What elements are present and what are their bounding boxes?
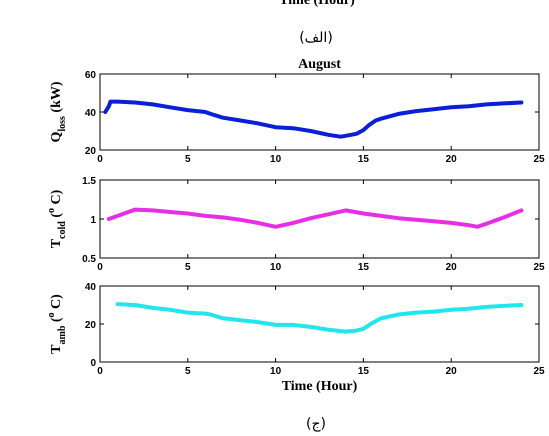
x-tick-label: 15: [358, 262, 370, 273]
y-tick-label: 1: [90, 215, 96, 226]
y-tick-label: 0: [90, 358, 96, 369]
x-tick-label: 0: [97, 154, 103, 165]
y-tick-label: 1.5: [82, 176, 96, 187]
series-line: [103, 99, 524, 139]
x-axis-label: Time (Hour): [282, 379, 358, 394]
series-line: [115, 302, 524, 334]
y-tick-label: 40: [85, 108, 97, 119]
x-tick-label: 10: [270, 262, 282, 273]
series-line: [106, 207, 524, 229]
plot-frame: [99, 179, 540, 259]
x-tick-label: 25: [533, 154, 545, 165]
x-tick-label: 5: [185, 262, 191, 273]
y-tick-label: 40: [85, 282, 97, 293]
y-tick-label: 20: [85, 146, 97, 157]
plot-frame: [99, 285, 540, 363]
x-tick-label: 15: [358, 154, 370, 165]
panel-q-loss: 0 5 10 15 20 25 20 40 60 August Qloss (kW): [49, 57, 545, 165]
x-tick-label: 10: [270, 366, 282, 377]
y-axis-label: Tcold (o C): [46, 189, 68, 248]
panel-t-amb: 0 5 10 15 20 25 0 20 40 Time (Hour) Tamb (o C): [46, 282, 545, 394]
x-tick-label: 20: [446, 366, 458, 377]
x-tick-label: 5: [185, 366, 191, 377]
x-tick-label: 0: [97, 262, 103, 273]
x-tick-label: 25: [533, 366, 545, 377]
y-tick-label: 60: [85, 70, 97, 81]
caption-bottom: (ج): [306, 416, 326, 432]
x-tick-label: 25: [533, 262, 545, 273]
x-tick-label: 10: [270, 154, 282, 165]
y-tick-label: 0.5: [82, 254, 96, 265]
y-tick-label: 20: [85, 320, 97, 331]
x-tick-label: 15: [358, 366, 370, 377]
caption-top: (الف): [299, 30, 333, 46]
x-tick-label: 20: [446, 262, 458, 273]
top-cut-xlabel: Time (Hour): [279, 0, 355, 8]
panel-t-cold: 0 5 10 15 20 25 0.5 1 1.5 Tcold (o C): [46, 176, 545, 273]
x-tick-label: 0: [97, 366, 103, 377]
x-tick-label: 5: [185, 154, 191, 165]
x-tick-label: 20: [446, 154, 458, 165]
plot-frame: [99, 73, 540, 151]
chart-title: August: [298, 57, 341, 72]
y-axis-label: Qloss (kW): [49, 81, 68, 142]
y-axis-label: Tamb (o C): [46, 294, 68, 354]
